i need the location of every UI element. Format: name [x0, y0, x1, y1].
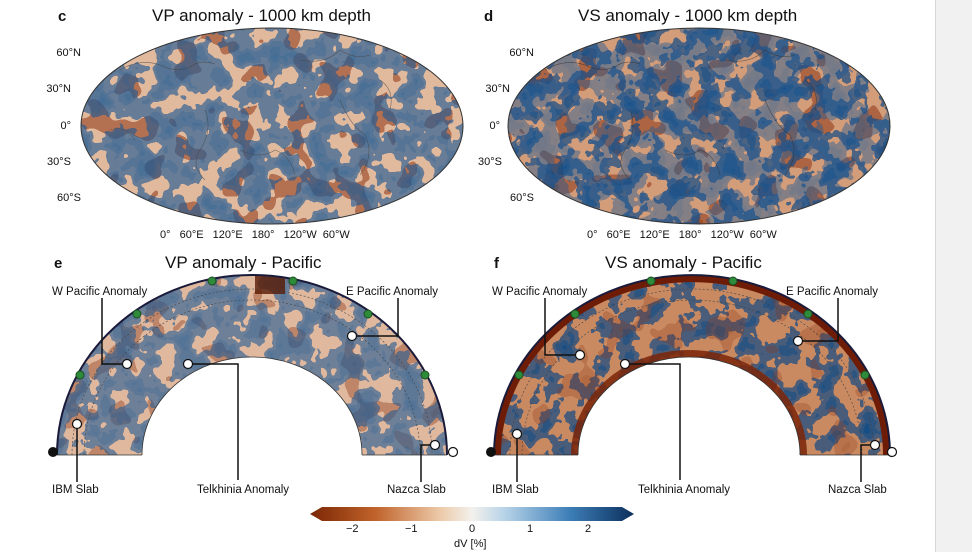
- lon-label: 0°: [587, 229, 598, 241]
- e-label-e-pacific: E Pacific Anomaly: [346, 286, 439, 298]
- cbar-tick-1: 1: [527, 523, 534, 535]
- panel-e-letter: e: [54, 255, 63, 272]
- lon-label: 180°: [251, 229, 275, 241]
- panel-c-title: VP anomaly - 1000 km depth: [152, 6, 371, 25]
- map-c-lon-labels: 0° 60°E 120°E 180° 120°W 60°W: [160, 229, 356, 241]
- map-d-lat-30s: 30°S: [478, 156, 502, 168]
- colorbar: [310, 507, 634, 521]
- f-label-nazca-slab: Nazca Slab: [828, 484, 887, 496]
- map-d-lat-60n: 60°N: [509, 47, 534, 59]
- map-c-lat-30s: 30°S: [47, 156, 71, 168]
- page-edge-frame: [935, 0, 972, 552]
- cbar-tick-neg1: −1: [405, 523, 418, 535]
- map-c-lat-0: 0°: [60, 120, 71, 132]
- lon-label: 60°W: [322, 229, 350, 241]
- panel-d-letter: d: [484, 8, 494, 25]
- f-label-e-pacific: E Pacific Anomaly: [786, 286, 879, 298]
- map-d-lat-0: 0°: [489, 120, 500, 132]
- lon-label: 60°E: [606, 229, 631, 241]
- panel-f-title: VS anomaly - Pacific: [605, 253, 762, 272]
- map-d-lon-labels: 0° 60°E 120°E 180° 120°W 60°W: [587, 229, 783, 241]
- cbar-tick-neg2: −2: [346, 523, 359, 535]
- panel-c-letter: c: [58, 8, 67, 25]
- map-c-lat-30n: 30°N: [46, 83, 71, 95]
- panel-d-title: VS anomaly - 1000 km depth: [578, 6, 798, 25]
- lon-label: 120°E: [212, 229, 243, 241]
- f-label-w-pacific: W Pacific Anomaly: [492, 286, 588, 298]
- cbar-tick-0: 0: [469, 523, 476, 535]
- lon-label: 120°E: [639, 229, 670, 241]
- lon-label: 120°W: [283, 229, 317, 241]
- panel-e-title: VP anomaly - Pacific: [165, 253, 322, 272]
- e-label-telkhinia: Telkhinia Anomaly: [197, 484, 290, 496]
- section-f-vs-pacific: [486, 274, 898, 482]
- map-d-lat-60s: 60°S: [510, 192, 534, 204]
- map-c-lat-60n: 60°N: [56, 47, 81, 59]
- lon-label: 120°W: [710, 229, 744, 241]
- map-c-lat-60s: 60°S: [57, 192, 81, 204]
- f-label-telkhinia: Telkhinia Anomaly: [638, 484, 731, 496]
- e-label-nazca-slab: Nazca Slab: [387, 484, 446, 496]
- section-e-vp-pacific: [48, 274, 459, 482]
- lon-label: 60°W: [749, 229, 777, 241]
- map-d-lat-30n: 30°N: [485, 83, 510, 95]
- cbar-label: dV [%]: [454, 538, 487, 550]
- map-d-vs-1000km: [507, 27, 891, 225]
- cbar-tick-2: 2: [585, 523, 592, 535]
- map-c-vp-1000km: [80, 27, 464, 225]
- e-label-w-pacific: W Pacific Anomaly: [52, 286, 148, 298]
- panel-f-letter: f: [494, 255, 499, 272]
- lon-label: 180°: [678, 229, 702, 241]
- f-label-ibm-slab: IBM Slab: [492, 484, 539, 496]
- lon-label: 0°: [160, 229, 171, 241]
- e-label-ibm-slab: IBM Slab: [52, 484, 99, 496]
- lon-label: 60°E: [179, 229, 204, 241]
